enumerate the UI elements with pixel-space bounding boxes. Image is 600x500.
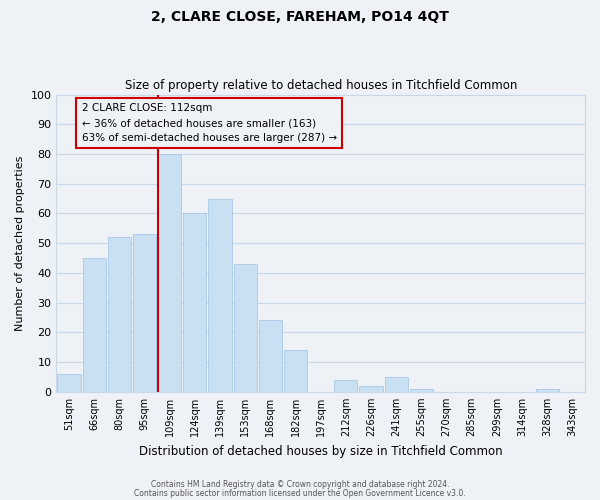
Bar: [284, 350, 307, 392]
Bar: [108, 237, 131, 392]
Bar: [385, 377, 408, 392]
Bar: [133, 234, 156, 392]
Text: 2, CLARE CLOSE, FAREHAM, PO14 4QT: 2, CLARE CLOSE, FAREHAM, PO14 4QT: [151, 10, 449, 24]
Bar: [536, 389, 559, 392]
Bar: [410, 389, 433, 392]
Y-axis label: Number of detached properties: Number of detached properties: [15, 156, 25, 331]
X-axis label: Distribution of detached houses by size in Titchfield Common: Distribution of detached houses by size …: [139, 444, 503, 458]
Bar: [334, 380, 358, 392]
Bar: [359, 386, 383, 392]
Bar: [259, 320, 282, 392]
Bar: [58, 374, 80, 392]
Bar: [233, 264, 257, 392]
Text: 2 CLARE CLOSE: 112sqm
← 36% of detached houses are smaller (163)
63% of semi-det: 2 CLARE CLOSE: 112sqm ← 36% of detached …: [82, 104, 337, 143]
Bar: [208, 198, 232, 392]
Text: Contains public sector information licensed under the Open Government Licence v3: Contains public sector information licen…: [134, 488, 466, 498]
Title: Size of property relative to detached houses in Titchfield Common: Size of property relative to detached ho…: [125, 79, 517, 92]
Bar: [183, 214, 206, 392]
Bar: [158, 154, 181, 392]
Text: Contains HM Land Registry data © Crown copyright and database right 2024.: Contains HM Land Registry data © Crown c…: [151, 480, 449, 489]
Bar: [83, 258, 106, 392]
